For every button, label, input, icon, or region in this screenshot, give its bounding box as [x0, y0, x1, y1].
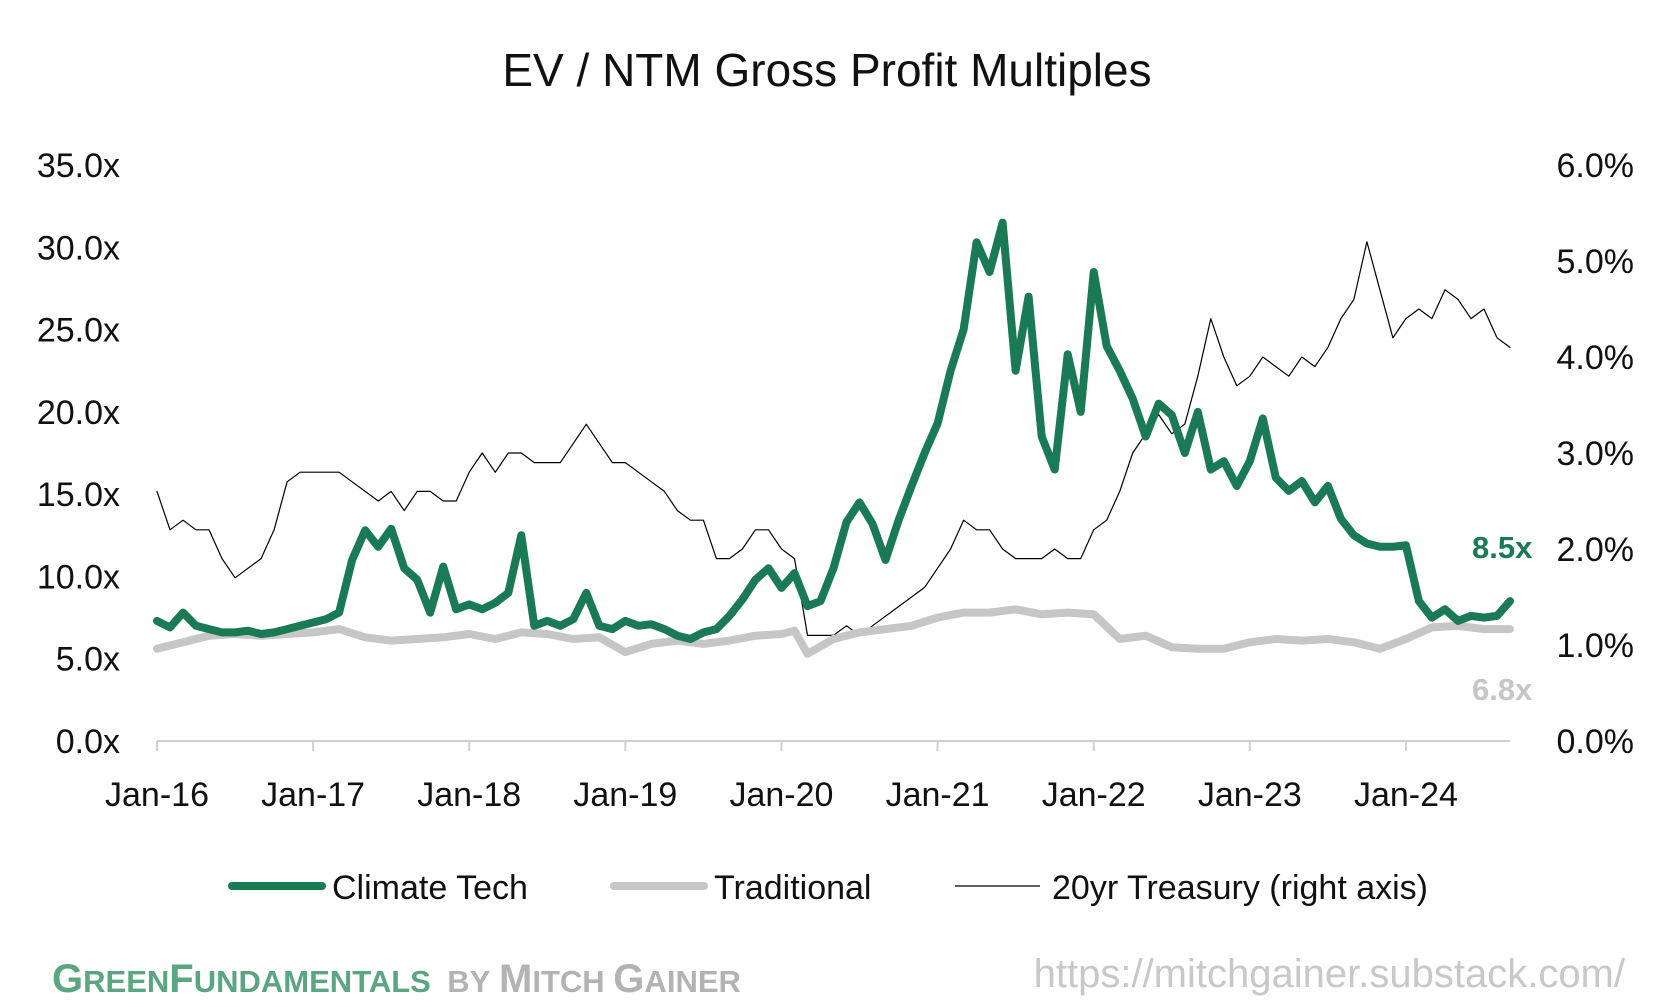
x-axis-tick-label: Jan-19 [573, 776, 677, 814]
right-axis-tick-label: 4.0% [1557, 339, 1635, 377]
legend: Climate Tech Traditional 20yr Treasury (… [228, 869, 1428, 907]
x-axis-tick-label: Jan-22 [1042, 776, 1146, 814]
source-url: https://mitchgainer.substack.com/ [1034, 952, 1626, 996]
left-axis-tick-label: 25.0x [37, 312, 120, 350]
left-axis-tick-label: 10.0x [37, 558, 120, 596]
x-axis-tick-label: Jan-18 [417, 776, 521, 814]
left-axis-tick-label: 0.0x [56, 723, 120, 761]
chart-title: EV / NTM Gross Profit Multiples [502, 44, 1151, 96]
right-axis-tick-label: 0.0% [1557, 723, 1635, 761]
left-axis: 0.0x 5.0x 10.0x 15.0x 20.0x 25.0x 30.0x 35.0x [37, 147, 120, 761]
left-axis-tick-label: 15.0x [37, 476, 120, 514]
left-axis-tick-label: 35.0x [37, 147, 120, 185]
right-axis-tick-label: 1.0% [1557, 627, 1635, 665]
x-axis-tick-label: Jan-17 [261, 776, 365, 814]
traditional-line [153, 605, 1514, 658]
x-axis-tick-label: Jan-20 [729, 776, 833, 814]
right-axis-tick-label: 5.0% [1557, 243, 1635, 281]
right-axis-tick-label: 2.0% [1557, 531, 1635, 569]
legend-label-traditional: Traditional [714, 869, 871, 907]
left-axis-tick-label: 5.0x [56, 641, 120, 679]
brand-logo: GREENFUNDAMENTALS BY MITCH GAINER [52, 957, 741, 1001]
traditional-end-label: 6.8x [1472, 672, 1533, 707]
legend-label-treasury: 20yr Treasury (right axis) [1052, 869, 1428, 907]
legend-label-climate-tech: Climate Tech [332, 869, 528, 907]
left-axis-tick-label: 30.0x [37, 229, 120, 267]
plot-area [153, 218, 1514, 658]
right-axis: 0.0% 1.0% 2.0% 3.0% 4.0% 5.0% 6.0% [1557, 147, 1635, 761]
x-axis-tick-label: Jan-23 [1198, 776, 1302, 814]
climate-tech-line [153, 218, 1514, 643]
brand-name: GREENFUNDAMENTALS [52, 957, 431, 1001]
brand-byline: BY MITCH GAINER [447, 957, 741, 1001]
right-axis-tick-label: 6.0% [1557, 147, 1635, 185]
x-axis-tick-label: Jan-21 [886, 776, 990, 814]
x-axis-tick-label: Jan-16 [105, 776, 209, 814]
x-axis: Jan-16 Jan-17 Jan-18 Jan-19 Jan-20 Jan-21 Jan-… [105, 741, 1458, 814]
footer: GREENFUNDAMENTALS BY MITCH GAINER https:… [52, 952, 1626, 1001]
left-axis-tick-label: 20.0x [37, 394, 120, 432]
x-axis-tick-label: Jan-24 [1354, 776, 1458, 814]
climate-tech-end-label: 8.5x [1472, 530, 1533, 565]
right-axis-tick-label: 3.0% [1557, 435, 1635, 473]
